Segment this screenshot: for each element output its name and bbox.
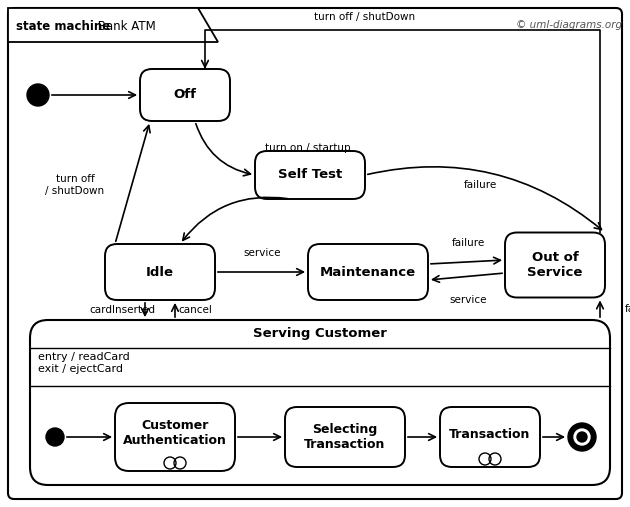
- FancyBboxPatch shape: [115, 403, 235, 471]
- Text: Maintenance: Maintenance: [320, 266, 416, 278]
- Text: state machine: state machine: [16, 19, 110, 32]
- FancyBboxPatch shape: [308, 244, 428, 300]
- Text: failure: failure: [625, 304, 630, 314]
- FancyBboxPatch shape: [505, 233, 605, 298]
- FancyBboxPatch shape: [255, 151, 365, 199]
- FancyBboxPatch shape: [285, 407, 405, 467]
- FancyBboxPatch shape: [30, 320, 610, 485]
- Text: Self Test: Self Test: [278, 168, 342, 182]
- FancyBboxPatch shape: [8, 8, 622, 499]
- Text: Bank ATM: Bank ATM: [94, 19, 156, 32]
- Text: Transaction: Transaction: [449, 427, 530, 441]
- Text: Idle: Idle: [146, 266, 174, 278]
- Text: Serving Customer: Serving Customer: [253, 328, 387, 341]
- Text: turn on / startup: turn on / startup: [265, 143, 351, 153]
- Text: Off: Off: [173, 89, 197, 101]
- Text: failure: failure: [464, 180, 496, 190]
- Text: service: service: [449, 295, 487, 305]
- Text: turn off
/ shutDown: turn off / shutDown: [45, 174, 105, 196]
- Text: service: service: [243, 248, 281, 258]
- FancyBboxPatch shape: [105, 244, 215, 300]
- Text: Selecting
Transaction: Selecting Transaction: [304, 423, 386, 451]
- Polygon shape: [8, 8, 218, 42]
- Text: entry / readCard
exit / ejectCard: entry / readCard exit / ejectCard: [38, 352, 130, 374]
- Circle shape: [568, 423, 596, 451]
- FancyBboxPatch shape: [140, 69, 230, 121]
- Text: cardInserted: cardInserted: [89, 305, 155, 315]
- Text: turn off / shutDown: turn off / shutDown: [314, 12, 416, 22]
- Circle shape: [27, 84, 49, 106]
- Text: cancel: cancel: [178, 305, 212, 315]
- Text: Out of
Service: Out of Service: [527, 251, 583, 279]
- Circle shape: [577, 432, 587, 442]
- Circle shape: [574, 429, 590, 445]
- Text: © uml-diagrams.org: © uml-diagrams.org: [516, 20, 622, 30]
- Circle shape: [46, 428, 64, 446]
- Text: Customer
Authentication: Customer Authentication: [123, 419, 227, 447]
- Text: failure: failure: [451, 238, 484, 248]
- FancyBboxPatch shape: [440, 407, 540, 467]
